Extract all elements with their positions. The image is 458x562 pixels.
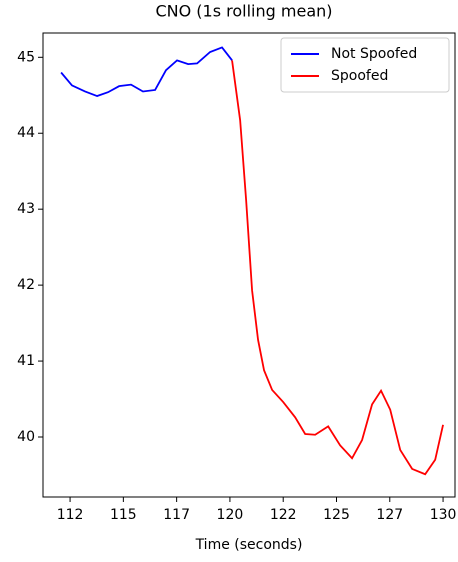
y-tick-label: 44 [17,125,35,141]
x-tick-label: 122 [270,507,297,523]
y-tick-label: 43 [17,201,35,217]
line-series [60,46,233,97]
y-tick-label: 45 [17,49,35,65]
x-tick-label: 125 [323,507,350,523]
legend-box [280,37,450,93]
y-tick-label: 40 [17,429,35,445]
chart-title: CNO (1s rolling mean) [155,2,332,21]
x-tick-label: 117 [163,507,190,523]
line-series [231,60,444,476]
x-tick-label: 127 [376,507,403,523]
y-tick-label: 42 [17,277,35,293]
legend-label: Not Spoofed [331,46,417,62]
y-tick-label: 41 [17,353,35,369]
legend-label: Spoofed [331,68,388,84]
x-axis-label: Time (seconds) [195,537,303,553]
x-tick-label: 120 [217,507,244,523]
x-tick-label: 115 [110,507,137,523]
plot-frame [42,32,456,498]
x-tick-label: 130 [430,507,457,523]
x-tick-label: 112 [57,507,84,523]
